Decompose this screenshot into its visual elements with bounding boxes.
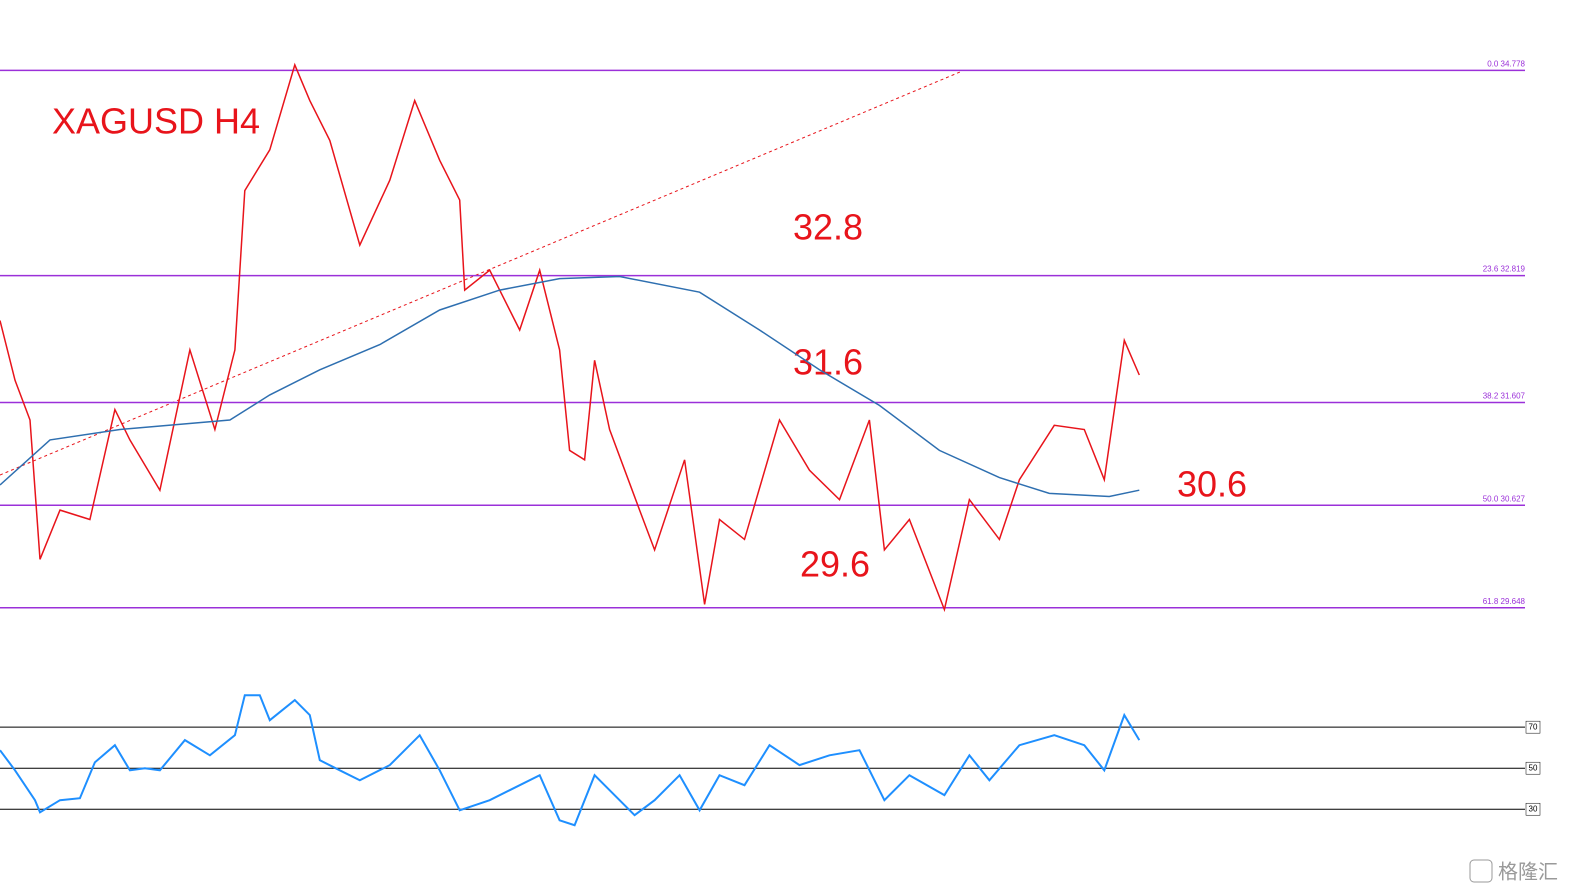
watermark: 格隆汇 — [1498, 860, 1558, 883]
series-line — [0, 694, 1141, 827]
y-tick-label: 30 — [1529, 804, 1538, 813]
level-label: 38.2 31.607 — [1483, 392, 1526, 401]
series-line — [0, 275, 1140, 498]
y-tick-label: 70 — [1529, 722, 1538, 731]
level-label: 0.0 34.778 — [1487, 59, 1525, 68]
tick-box — [1525, 761, 1541, 775]
chart-title: XAGUSD H4 — [52, 101, 260, 142]
series-line — [0, 62, 1140, 613]
level-label: 61.8 29.648 — [1483, 597, 1526, 606]
tick-box — [1525, 802, 1541, 816]
annotation: 30.6 — [1177, 464, 1247, 505]
annotation: 29.6 — [800, 544, 870, 585]
watermark-icon — [1469, 859, 1493, 883]
annotation: 32.8 — [793, 207, 863, 248]
level-label: 23.6 32.819 — [1483, 265, 1526, 274]
tick-box — [1525, 720, 1541, 734]
y-tick-label: 50 — [1529, 763, 1538, 772]
annotation: 31.6 — [793, 342, 863, 383]
level-label: 50.0 30.627 — [1483, 494, 1526, 503]
